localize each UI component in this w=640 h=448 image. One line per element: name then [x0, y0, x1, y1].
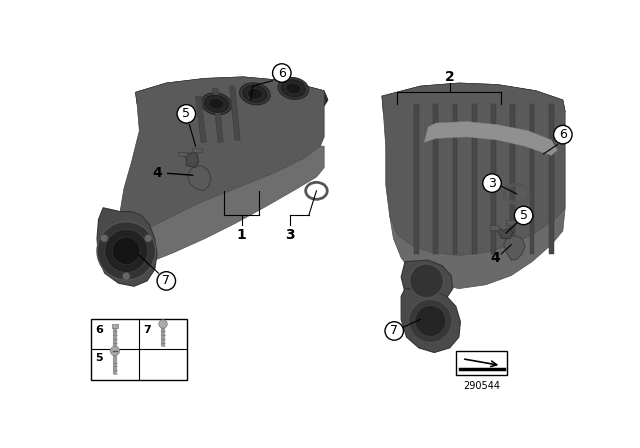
Circle shape [177, 104, 196, 123]
Ellipse shape [204, 95, 228, 112]
Ellipse shape [278, 78, 308, 99]
Polygon shape [382, 83, 565, 255]
Text: 3: 3 [488, 177, 496, 190]
Polygon shape [113, 146, 324, 266]
Text: 5: 5 [182, 108, 190, 121]
Polygon shape [390, 208, 565, 289]
Polygon shape [424, 121, 557, 155]
Circle shape [100, 234, 108, 242]
Bar [414, 104, 419, 254]
Ellipse shape [285, 83, 301, 94]
Text: 6: 6 [559, 128, 567, 141]
Ellipse shape [281, 80, 305, 97]
Circle shape [273, 64, 291, 82]
Bar [433, 104, 438, 254]
Text: 290544: 290544 [463, 381, 500, 391]
Text: 6: 6 [278, 66, 285, 79]
Text: 1: 1 [237, 228, 246, 242]
Bar [456, 351, 508, 375]
Bar [511, 104, 515, 254]
Circle shape [157, 271, 175, 290]
Polygon shape [97, 208, 157, 286]
Circle shape [385, 322, 403, 340]
Polygon shape [212, 88, 223, 142]
Polygon shape [183, 152, 198, 168]
Text: 5: 5 [520, 209, 527, 222]
Bar [506, 220, 515, 225]
Bar [549, 104, 554, 254]
Polygon shape [196, 96, 206, 142]
Polygon shape [504, 236, 525, 260]
Bar [91, 319, 187, 380]
Bar [490, 225, 499, 230]
Bar [193, 148, 202, 152]
Circle shape [410, 264, 444, 298]
Polygon shape [120, 77, 324, 231]
Polygon shape [230, 86, 240, 140]
Text: 3: 3 [285, 228, 294, 242]
Polygon shape [136, 77, 328, 106]
Bar [492, 104, 496, 254]
Text: 6: 6 [95, 325, 103, 335]
Bar [452, 104, 458, 254]
Text: 4: 4 [152, 166, 162, 180]
Circle shape [122, 272, 130, 280]
Circle shape [145, 234, 152, 242]
Bar [472, 104, 477, 254]
Bar [178, 152, 187, 156]
Bar [530, 104, 534, 254]
Circle shape [483, 174, 501, 192]
Text: 7: 7 [143, 325, 151, 335]
Ellipse shape [239, 83, 270, 105]
Circle shape [97, 222, 156, 280]
Ellipse shape [243, 85, 267, 103]
Ellipse shape [201, 93, 232, 115]
Text: 4: 4 [490, 251, 500, 265]
Circle shape [415, 306, 446, 336]
Bar [112, 324, 118, 328]
Circle shape [409, 299, 452, 343]
Polygon shape [401, 289, 460, 353]
Circle shape [110, 346, 120, 356]
Text: 7: 7 [163, 275, 170, 288]
Circle shape [159, 320, 167, 328]
Text: 7: 7 [390, 324, 398, 337]
Polygon shape [401, 260, 452, 305]
Circle shape [105, 229, 148, 272]
Polygon shape [496, 227, 513, 238]
Text: 2: 2 [445, 70, 454, 84]
Circle shape [113, 237, 140, 265]
Ellipse shape [209, 99, 224, 109]
Circle shape [554, 125, 572, 144]
Polygon shape [188, 165, 211, 191]
Polygon shape [382, 83, 565, 117]
Text: 5: 5 [95, 353, 103, 362]
Ellipse shape [247, 88, 262, 99]
Circle shape [515, 206, 533, 225]
